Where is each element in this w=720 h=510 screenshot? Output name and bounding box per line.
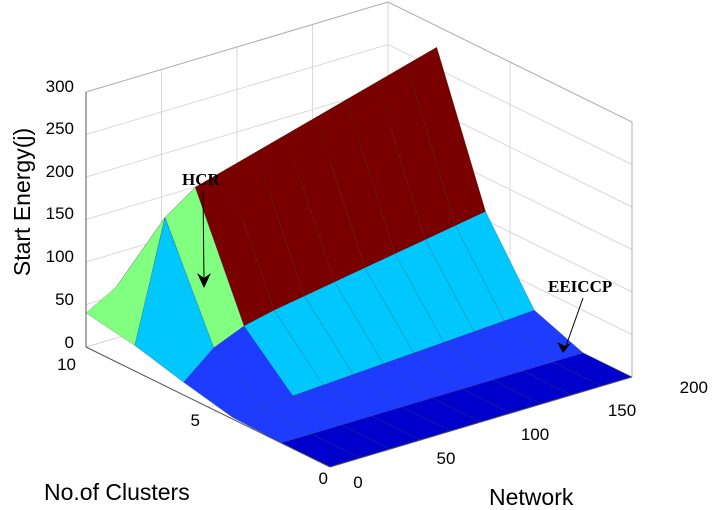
annotation-eeiccp-arrow xyxy=(565,297,584,347)
annotation-hcr-label: HCR xyxy=(182,170,221,189)
annotation-eeiccp-arrowhead xyxy=(557,342,571,353)
z-tick-label: 200 xyxy=(46,162,74,181)
y-tick-label: 200 xyxy=(680,378,708,397)
y-axis-line xyxy=(329,376,633,468)
y-tick-label: 150 xyxy=(608,401,636,420)
annotation-hcr-arrow xyxy=(202,190,205,281)
y-tick-label: 50 xyxy=(437,449,456,468)
annotation-eeiccp: EEICCP xyxy=(548,277,612,353)
z-tick-labels: 0 50 100 150 200 250 300 xyxy=(46,77,74,352)
z-tick-label: 50 xyxy=(55,290,74,309)
z-axis-title: Start Energy(j) xyxy=(9,128,35,276)
x-tick-labels: 0 5 10 xyxy=(57,355,328,488)
y-axis-title: Network xyxy=(489,484,574,510)
x-tick-label: 10 xyxy=(57,355,76,374)
y-tick-labels: 0 50 100 150 200 xyxy=(353,378,708,492)
annotation-hcr-arrowhead xyxy=(197,273,211,288)
x-tick-label: 0 xyxy=(319,469,328,488)
axis-lines xyxy=(85,92,633,468)
x-axis-title: No.of Clusters xyxy=(44,479,190,505)
x-tick-label: 5 xyxy=(191,411,200,430)
annotation-eeiccp-label: EEICCP xyxy=(548,277,612,296)
z-tick-label: 150 xyxy=(46,204,74,223)
y-tick-label: 0 xyxy=(353,473,362,492)
z-tick-label: 100 xyxy=(46,247,74,266)
z-tick-label: 250 xyxy=(46,119,74,138)
surface-mesh xyxy=(85,46,633,468)
z-tick-label: 0 xyxy=(65,333,74,352)
annotation-hcr: HCR xyxy=(182,170,221,288)
y-tick-label: 100 xyxy=(521,425,549,444)
x-axis-line xyxy=(85,346,331,468)
z-tick-label: 300 xyxy=(46,77,74,96)
